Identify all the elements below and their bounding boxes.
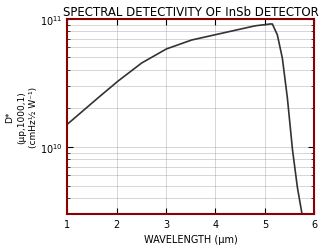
Y-axis label: D*
(μp,1000,1)
(cmHz½ W⁻¹): D* (μp,1000,1) (cmHz½ W⁻¹)	[5, 86, 38, 147]
X-axis label: WAVELENGTH (μm): WAVELENGTH (μm)	[144, 234, 238, 244]
Title: SPECTRAL DETECTIVITY OF InSb DETECTOR: SPECTRAL DETECTIVITY OF InSb DETECTOR	[63, 6, 319, 18]
